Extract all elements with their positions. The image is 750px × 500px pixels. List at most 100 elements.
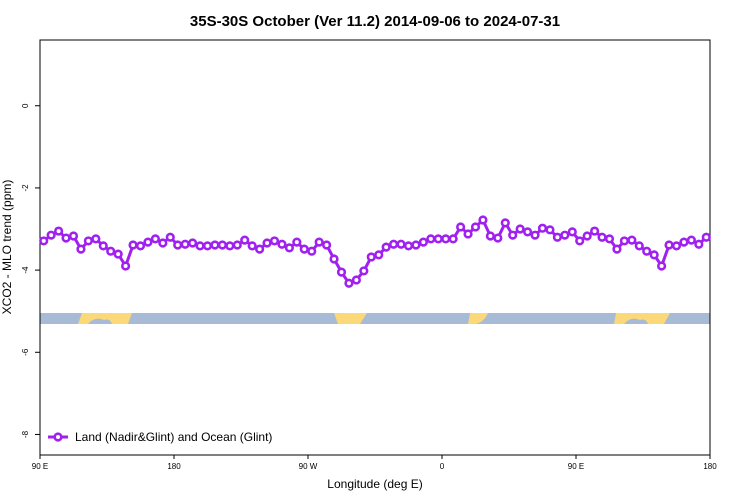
y-tick-label: -4 — [21, 266, 30, 274]
y-tick-label: -8 — [21, 430, 30, 438]
data-point — [634, 241, 644, 251]
data-point — [158, 238, 168, 248]
data-point — [604, 234, 615, 244]
data-point — [83, 236, 93, 246]
data-point — [552, 232, 562, 242]
data-point — [679, 237, 689, 247]
data-point — [150, 234, 160, 244]
legend-item: Land (Nadir&Glint) and Ocean (Glint) — [48, 430, 272, 444]
chart-title: 35S-30S October (Ver 11.2) 2014-09-06 to… — [190, 13, 560, 30]
data-point — [523, 227, 533, 237]
data-point — [597, 232, 607, 242]
data-point — [143, 237, 153, 247]
data-point — [500, 218, 510, 228]
data-point — [463, 229, 473, 239]
data-point — [188, 238, 198, 248]
data-point — [165, 232, 175, 242]
data-point — [619, 236, 629, 246]
data-point — [247, 241, 257, 251]
data-point — [664, 240, 674, 250]
data-point — [381, 242, 391, 252]
land-ocean-strip — [40, 313, 710, 324]
x-tick-label: 180 — [167, 462, 181, 471]
lake — [88, 318, 112, 324]
data-point — [121, 261, 131, 271]
data-point — [657, 261, 667, 271]
data-point — [240, 235, 250, 245]
land — [468, 313, 488, 324]
data-point — [299, 244, 309, 254]
ocean — [40, 313, 710, 324]
data-point — [46, 230, 56, 240]
data-point — [106, 246, 116, 256]
data-point — [54, 226, 64, 236]
x-tick-label: 90 E — [568, 462, 584, 471]
legend-label: Land (Nadir&Glint) and Ocean (Glint) — [75, 430, 272, 444]
data-point — [173, 240, 183, 250]
data-point — [448, 234, 458, 244]
data-point — [232, 240, 242, 250]
data-point — [68, 231, 79, 241]
data-point — [76, 244, 86, 254]
data-point — [686, 235, 696, 245]
data-point — [135, 241, 146, 251]
data-point — [694, 239, 704, 249]
data-point — [403, 241, 414, 251]
data-point — [470, 222, 481, 232]
data-point — [560, 230, 570, 240]
data-point — [701, 232, 711, 242]
data-point — [567, 227, 577, 237]
data-point — [493, 233, 503, 243]
data-point — [582, 231, 592, 241]
data-point — [374, 250, 384, 260]
data-point — [515, 224, 525, 234]
data-point — [575, 236, 585, 246]
data-point — [284, 243, 294, 253]
y-tick-label: -6 — [21, 348, 30, 356]
data-point — [277, 239, 287, 249]
data-point — [98, 241, 108, 251]
x-tick-label: 180 — [703, 462, 717, 471]
data-point — [180, 239, 190, 249]
data-point — [202, 241, 213, 251]
data-point — [537, 223, 548, 233]
legend-marker — [53, 432, 63, 442]
data-point — [336, 267, 347, 277]
data-point — [217, 240, 227, 250]
data-point — [671, 241, 682, 251]
data-point — [508, 230, 518, 240]
data-point — [418, 237, 428, 247]
data-point — [113, 249, 123, 259]
data-point — [314, 237, 324, 247]
y-tick-label: -2 — [21, 184, 30, 192]
data-point — [612, 244, 622, 254]
data-point — [359, 266, 369, 276]
data-point — [262, 238, 272, 248]
data-point — [351, 275, 361, 285]
data-point — [441, 234, 451, 244]
data-point — [61, 233, 71, 243]
data-point — [39, 236, 49, 246]
data-point — [255, 244, 265, 254]
data-point — [366, 252, 376, 262]
data-point — [195, 241, 205, 251]
y-axis-label: XCO2 - MLO trend (ppm) — [0, 180, 14, 315]
data-point — [322, 240, 332, 250]
data-point — [478, 215, 488, 225]
lake — [624, 318, 648, 324]
data-point — [210, 240, 220, 250]
data-point — [433, 234, 443, 244]
x-tick-label: 0 — [440, 462, 445, 471]
x-tick-label: 90 E — [32, 462, 48, 471]
data-point — [411, 240, 421, 250]
x-tick-label: 90 W — [299, 462, 318, 471]
data-point — [642, 246, 652, 256]
data-point — [128, 240, 138, 250]
data-point — [426, 234, 436, 244]
data-point — [590, 226, 600, 236]
data-point — [485, 231, 495, 241]
data-point — [344, 278, 354, 288]
data-point — [649, 250, 659, 260]
